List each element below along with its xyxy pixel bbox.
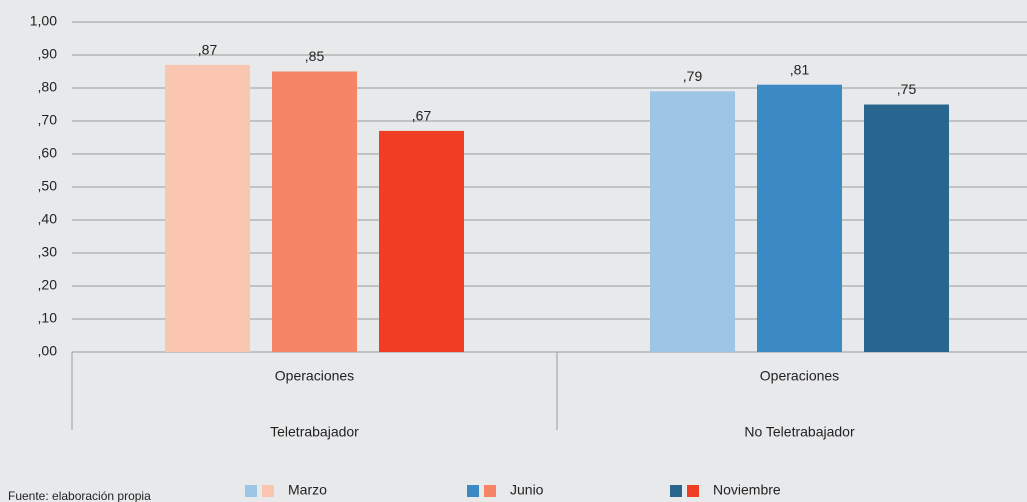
- x-group-label: Teletrabajador: [270, 424, 359, 440]
- value-label: ,79: [683, 68, 703, 84]
- bar: [165, 64, 250, 353]
- y-tick-label: ,50: [38, 178, 58, 194]
- legend-swatch: [245, 485, 257, 497]
- source-note: Fuente: elaboración propia: [8, 489, 151, 502]
- y-tick-label: ,70: [38, 112, 58, 128]
- y-tick-label: ,10: [38, 310, 58, 326]
- value-label: ,87: [198, 42, 218, 58]
- x-group-label: No Teletrabajador: [744, 424, 855, 440]
- value-label: ,67: [412, 108, 432, 124]
- x-tick-label: Operaciones: [760, 368, 839, 384]
- legend-label: Marzo: [288, 482, 327, 498]
- y-tick-label: ,80: [38, 79, 58, 95]
- value-label: ,81: [790, 61, 810, 77]
- legend-swatch: [670, 485, 682, 497]
- value-label: ,85: [305, 48, 325, 64]
- bar: [864, 104, 949, 352]
- legend-swatch: [484, 485, 496, 497]
- bar: [757, 84, 842, 352]
- bar: [650, 91, 735, 353]
- y-tick-label: 1,00: [30, 13, 57, 29]
- legend-swatch: [467, 485, 479, 497]
- y-tick-label: ,30: [38, 244, 58, 260]
- legend-label: Junio: [510, 482, 544, 498]
- y-tick-label: ,60: [38, 145, 58, 161]
- x-tick-label: Operaciones: [275, 368, 354, 384]
- legend-swatch: [262, 485, 274, 497]
- value-label: ,75: [897, 81, 917, 97]
- legend-swatch: [687, 485, 699, 497]
- legend-label: Noviembre: [713, 482, 781, 498]
- y-tick-label: ,00: [38, 343, 58, 359]
- bar: [379, 130, 464, 352]
- y-tick-label: ,90: [38, 46, 58, 62]
- bar: [272, 71, 357, 352]
- y-tick-label: ,20: [38, 277, 58, 293]
- y-tick-label: ,40: [38, 211, 58, 227]
